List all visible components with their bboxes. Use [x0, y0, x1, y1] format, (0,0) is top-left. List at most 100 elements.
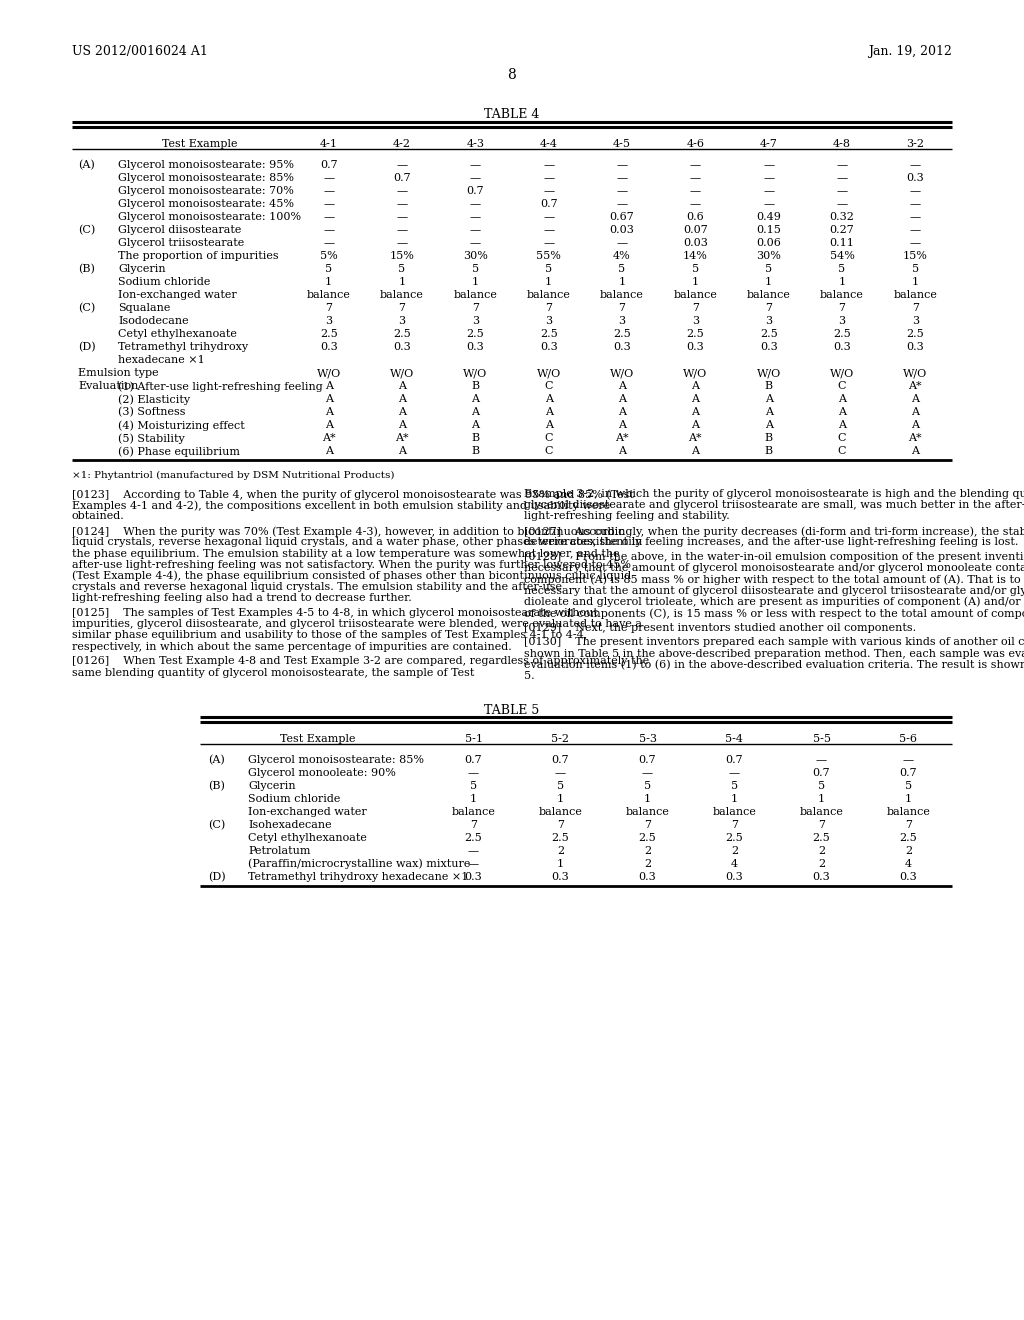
- Text: balance: balance: [674, 290, 717, 300]
- Text: —: —: [396, 224, 408, 235]
- Text: Examples 4-1 and 4-2), the compositions excellent in both emulsion stability and: Examples 4-1 and 4-2), the compositions …: [72, 500, 610, 511]
- Text: similar phase equilibrium and usability to those of the samples of Test Examples: similar phase equilibrium and usability …: [72, 631, 587, 640]
- Text: 3: 3: [472, 315, 479, 326]
- Text: dioleate and glycerol trioleate, which are present as impurities of component (A: dioleate and glycerol trioleate, which a…: [524, 597, 1024, 607]
- Text: C: C: [545, 381, 553, 391]
- Text: —: —: [396, 238, 408, 248]
- Text: A: A: [471, 420, 479, 430]
- Text: 5: 5: [644, 780, 651, 791]
- Text: 7: 7: [731, 820, 738, 830]
- Text: 55%: 55%: [537, 251, 561, 261]
- Text: 5-2: 5-2: [552, 734, 569, 743]
- Text: A: A: [765, 407, 773, 417]
- Text: TABLE 5: TABLE 5: [484, 704, 540, 717]
- Text: 1: 1: [765, 277, 772, 286]
- Text: —: —: [470, 199, 481, 209]
- Text: A: A: [691, 446, 699, 455]
- Text: A: A: [398, 420, 406, 430]
- Text: necessary that the amount of glycerol diisostearate and glycerol triisostearate : necessary that the amount of glycerol di…: [524, 586, 1024, 595]
- Text: —: —: [837, 173, 848, 183]
- Text: (A): (A): [208, 755, 224, 766]
- Text: [0125]    The samples of Test Examples 4-5 to 4-8, in which glycerol monoisostea: [0125] The samples of Test Examples 4-5 …: [72, 609, 598, 618]
- Text: —: —: [763, 199, 774, 209]
- Text: 0.49: 0.49: [757, 213, 781, 222]
- Text: A: A: [398, 446, 406, 455]
- Text: 7: 7: [398, 304, 406, 313]
- Text: Test Example: Test Example: [162, 139, 238, 149]
- Text: 0.7: 0.7: [726, 755, 743, 764]
- Text: 30%: 30%: [757, 251, 781, 261]
- Text: 7: 7: [470, 820, 477, 830]
- Text: Ion-exchanged water: Ion-exchanged water: [118, 290, 237, 300]
- Text: balance: balance: [539, 807, 583, 817]
- Text: 5: 5: [731, 780, 738, 791]
- Text: B: B: [471, 446, 479, 455]
- Text: balance: balance: [454, 290, 498, 300]
- Text: 5: 5: [911, 264, 919, 275]
- Text: 2: 2: [644, 859, 651, 869]
- Text: 2.5: 2.5: [393, 329, 411, 339]
- Text: balance: balance: [626, 807, 670, 817]
- Text: 7: 7: [818, 820, 825, 830]
- Text: —: —: [763, 160, 774, 170]
- Text: balance: balance: [526, 290, 570, 300]
- Text: 2.5: 2.5: [834, 329, 851, 339]
- Text: B: B: [471, 381, 479, 391]
- Text: Isododecane: Isododecane: [118, 315, 188, 326]
- Text: [0124]    When the purity was 70% (Test Example 4-3), however, in addition to bi: [0124] When the purity was 70% (Test Exa…: [72, 527, 625, 537]
- Text: 0.3: 0.3: [906, 173, 925, 183]
- Text: Cetyl ethylhexanoate: Cetyl ethylhexanoate: [248, 833, 367, 842]
- Text: —: —: [470, 213, 481, 222]
- Text: A*: A*: [908, 433, 923, 444]
- Text: 5: 5: [545, 264, 552, 275]
- Text: 0.3: 0.3: [686, 342, 705, 352]
- Text: W/O: W/O: [683, 368, 708, 378]
- Text: —: —: [729, 768, 740, 777]
- Text: (1) After-use light-refreshing feeling: (1) After-use light-refreshing feeling: [118, 381, 323, 392]
- Text: 0.3: 0.3: [726, 871, 743, 882]
- Text: A: A: [691, 381, 699, 391]
- Text: 5-5: 5-5: [812, 734, 830, 743]
- Text: A: A: [618, 407, 626, 417]
- Text: 0.3: 0.3: [613, 342, 631, 352]
- Text: Tetramethyl trihydroxy: Tetramethyl trihydroxy: [118, 342, 248, 352]
- Text: 0.32: 0.32: [829, 213, 854, 222]
- Text: 0.03: 0.03: [609, 224, 635, 235]
- Text: obtained.: obtained.: [72, 511, 125, 521]
- Text: Glycerol monoisostearate: 70%: Glycerol monoisostearate: 70%: [118, 186, 294, 195]
- Text: —: —: [396, 186, 408, 195]
- Text: 4-4: 4-4: [540, 139, 558, 149]
- Text: A: A: [911, 420, 920, 430]
- Text: W/O: W/O: [390, 368, 414, 378]
- Text: A: A: [545, 420, 553, 430]
- Text: 4-7: 4-7: [760, 139, 777, 149]
- Text: 2.5: 2.5: [319, 329, 338, 339]
- Text: Glycerol monoisostearate: 45%: Glycerol monoisostearate: 45%: [118, 199, 294, 209]
- Text: glycerol diisostearate and glycerol triisostearate are small, was much better in: glycerol diisostearate and glycerol trii…: [524, 500, 1024, 511]
- Text: —: —: [543, 160, 554, 170]
- Text: 2.5: 2.5: [900, 833, 918, 842]
- Text: A: A: [691, 420, 699, 430]
- Text: 0.27: 0.27: [829, 224, 854, 235]
- Text: 3: 3: [398, 315, 406, 326]
- Text: 0.3: 0.3: [834, 342, 851, 352]
- Text: [0126]    When Test Example 4-8 and Test Example 3-2 are compared, regardless of: [0126] When Test Example 4-8 and Test Ex…: [72, 656, 649, 667]
- Text: light-refreshing feeling and stability.: light-refreshing feeling and stability.: [524, 511, 730, 521]
- Text: 2.5: 2.5: [906, 329, 925, 339]
- Text: Evaluation: Evaluation: [78, 381, 138, 391]
- Text: A: A: [618, 446, 626, 455]
- Text: 2.5: 2.5: [726, 833, 743, 842]
- Text: 7: 7: [905, 820, 912, 830]
- Text: —: —: [909, 186, 921, 195]
- Text: —: —: [616, 199, 628, 209]
- Text: 7: 7: [472, 304, 479, 313]
- Text: —: —: [324, 224, 334, 235]
- Text: 0.3: 0.3: [467, 342, 484, 352]
- Text: A: A: [765, 393, 773, 404]
- Text: (B): (B): [208, 780, 225, 791]
- Text: 5: 5: [818, 780, 825, 791]
- Text: A: A: [838, 420, 846, 430]
- Text: [0128]    From the above, in the water-in-oil emulsion composition of the presen: [0128] From the above, in the water-in-o…: [524, 552, 1024, 562]
- Text: A: A: [398, 381, 406, 391]
- Text: 1: 1: [545, 277, 552, 286]
